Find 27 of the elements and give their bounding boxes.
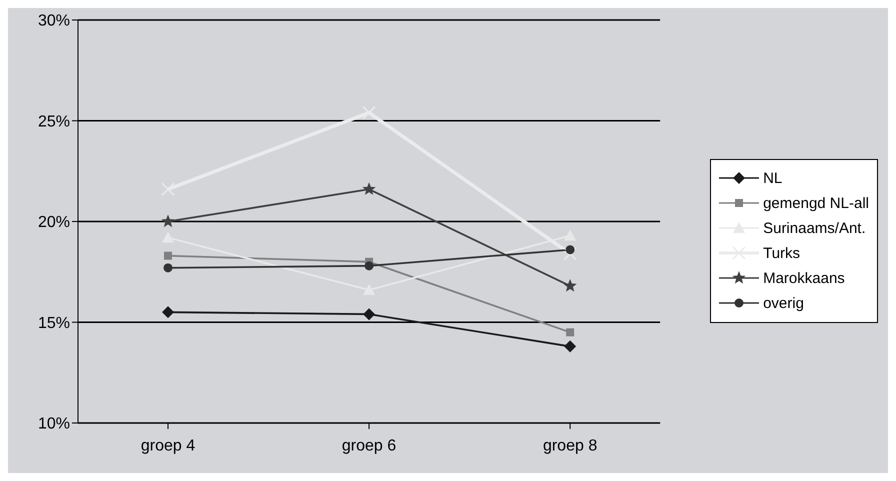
y-tick-label: 25% [38,113,70,130]
y-tick-label: 10% [38,416,70,433]
x-tick-label: groep 6 [342,437,396,454]
point [566,245,575,254]
legend-label: gemengd NL-all [763,194,869,212]
point [363,308,376,320]
y-tick-label: 20% [38,214,70,232]
legend-label: overig [763,294,804,312]
point [162,306,174,318]
legend-label: NL [763,170,782,186]
x-tick-label: groep 8 [542,437,598,454]
point [164,263,172,272]
y-tick-label: 15% [38,314,70,332]
legend-label: Turks [763,244,800,262]
y-tick-label: 30% [38,12,70,30]
point [563,246,577,260]
x-tick-label: groep 4 [140,437,196,454]
point [362,182,376,195]
point [364,261,374,270]
point [563,278,577,292]
point [161,214,175,228]
legend-label: Marokkaans [763,270,845,286]
point [164,252,172,260]
point [566,328,574,336]
point [564,340,576,352]
point [362,106,376,120]
legend-label: Surinaams/Ant. [763,220,866,236]
